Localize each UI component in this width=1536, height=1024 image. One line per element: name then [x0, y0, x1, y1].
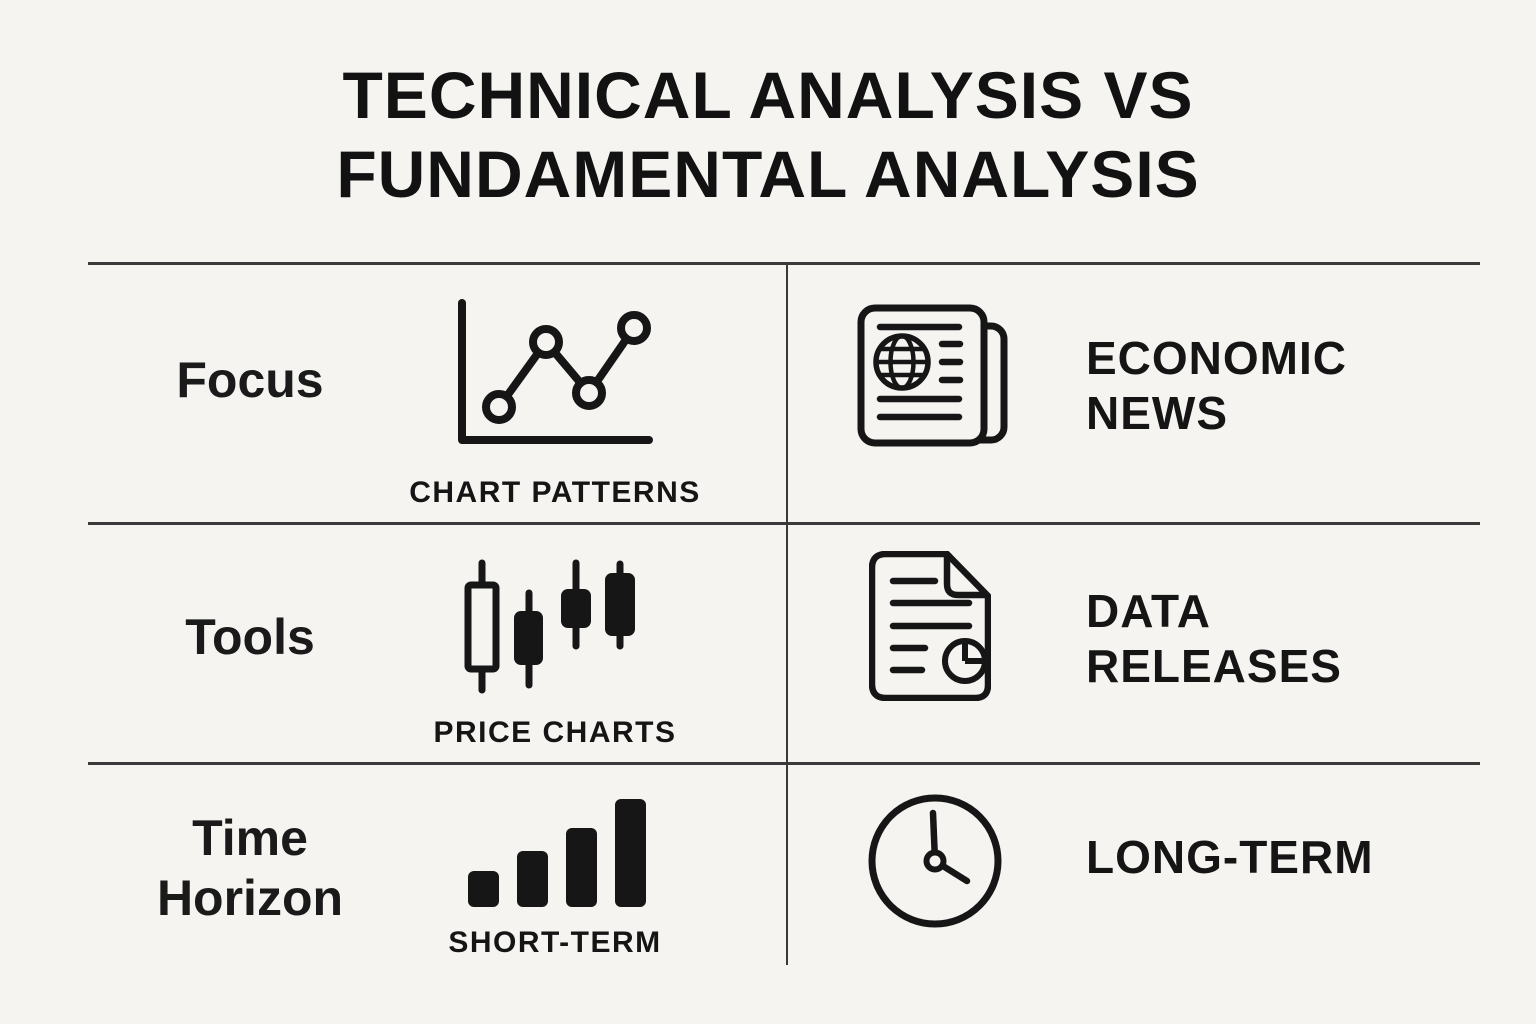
row-divider-middle	[88, 522, 1480, 525]
report-pie-chart-icon	[869, 551, 991, 701]
page-title-line-2: FUNDAMENTAL ANALYSIS	[336, 137, 1200, 211]
line-chart-icon	[452, 296, 656, 450]
row-divider-top	[88, 262, 1480, 265]
fundamental-label-time-horizon: LONG-TERM	[1086, 831, 1374, 883]
row-label-focus: Focus	[176, 352, 324, 408]
page-title-line-1: TECHNICAL ANALYSIS VS	[342, 58, 1194, 132]
row-divider-bottom	[88, 762, 1480, 765]
technical-caption-time-horizon: SHORT-TERM	[448, 926, 662, 959]
row-label-time-horizon: Time Horizon	[156, 810, 344, 926]
page-title: TECHNICAL ANALYSIS VS FUNDAMENTAL ANALYS…	[0, 56, 1536, 214]
ascending-bars-icon	[464, 795, 648, 910]
column-divider	[786, 264, 788, 965]
technical-caption-tools: PRICE CHARTS	[433, 716, 677, 749]
technical-caption-focus: CHART PATTERNS	[409, 476, 701, 509]
candlestick-chart-icon	[460, 554, 642, 696]
newspaper-globe-icon	[857, 304, 1009, 447]
fundamental-label-tools: DATA RELEASES	[1086, 585, 1342, 692]
clock-icon	[866, 791, 1006, 931]
fundamental-label-focus: ECONOMIC NEWS	[1086, 332, 1347, 439]
row-label-tools: Tools	[185, 609, 315, 665]
